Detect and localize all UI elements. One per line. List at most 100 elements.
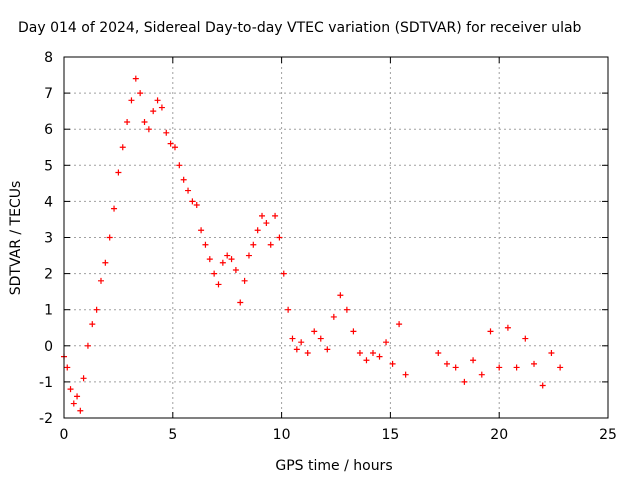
- x-tick-label: 10: [273, 427, 291, 443]
- chart-title: Day 014 of 2024, Sidereal Day-to-day VTE…: [18, 20, 582, 36]
- data-point: [293, 346, 300, 353]
- data-point: [74, 393, 81, 400]
- data-point: [237, 299, 244, 306]
- data-point: [289, 335, 296, 342]
- data-point: [154, 97, 161, 104]
- data-point: [206, 256, 213, 263]
- data-point: [304, 350, 311, 357]
- y-tick-label: 0: [44, 339, 53, 355]
- data-point: [141, 118, 148, 125]
- data-point: [106, 234, 113, 241]
- data-point: [185, 187, 192, 194]
- data-point: [389, 360, 396, 367]
- data-point: [224, 252, 231, 259]
- x-tick-label: 5: [168, 427, 177, 443]
- grid-lines: [64, 57, 608, 418]
- y-tick-label: 6: [44, 122, 53, 138]
- data-point: [272, 212, 279, 219]
- x-axis-label: GPS time / hours: [275, 458, 392, 474]
- data-point: [232, 266, 239, 273]
- plot-frame: [63, 56, 609, 419]
- data-point: [496, 364, 503, 371]
- data-point: [93, 306, 100, 313]
- data-point: [158, 104, 165, 111]
- y-tick-label: 4: [44, 194, 53, 210]
- y-tick-label: 1: [44, 303, 53, 319]
- data-point: [531, 360, 538, 367]
- data-point: [369, 350, 376, 357]
- data-point: [202, 241, 209, 248]
- data-point: [119, 144, 126, 151]
- data-point: [171, 144, 178, 151]
- data-point: [89, 321, 96, 328]
- y-tick-label: -1: [39, 375, 53, 391]
- y-tick-label: 7: [44, 86, 53, 102]
- data-point: [77, 407, 84, 414]
- data-point: [298, 339, 305, 346]
- y-tick-label: 3: [44, 231, 53, 247]
- data-point: [115, 169, 122, 176]
- data-point: [363, 357, 370, 364]
- data-point: [245, 252, 252, 259]
- data-point: [250, 241, 257, 248]
- x-tick-label: 25: [599, 427, 617, 443]
- data-point: [241, 277, 248, 284]
- data-point: [267, 241, 274, 248]
- y-tick-label: 8: [44, 50, 53, 66]
- data-point: [167, 140, 174, 147]
- data-point: [145, 126, 152, 133]
- x-tick-label: 15: [381, 427, 399, 443]
- data-point: [132, 75, 139, 82]
- data-point: [539, 382, 546, 389]
- data-point: [343, 306, 350, 313]
- data-point: [102, 259, 109, 266]
- data-point: [176, 162, 183, 169]
- data-point: [330, 313, 337, 320]
- y-tick-label: 5: [44, 158, 53, 174]
- data-point: [376, 353, 383, 360]
- data-point: [111, 205, 118, 212]
- data-point: [478, 371, 485, 378]
- data-point: [97, 277, 104, 284]
- data-point: [67, 386, 74, 393]
- data-point: [522, 335, 529, 342]
- y-axis-label: SDTVAR / TECUs: [8, 181, 24, 296]
- data-point: [124, 118, 131, 125]
- data-point: [443, 360, 450, 367]
- axis-ticks: 0 5 10 15 20 25 -2 -1 0 1 2 3 4 5 6 7 8: [39, 50, 617, 443]
- data-point: [80, 375, 87, 382]
- data-point: [276, 234, 283, 241]
- data-point: [263, 220, 270, 227]
- data-point: [311, 328, 318, 335]
- data-point: [557, 364, 564, 371]
- data-point: [189, 198, 196, 205]
- data-point: [254, 227, 261, 234]
- data-point: [84, 342, 91, 349]
- x-tick-label: 20: [490, 427, 508, 443]
- data-point: [193, 202, 200, 209]
- data-series-sdtvar: [61, 75, 564, 414]
- data-point: [504, 324, 511, 331]
- data-point: [435, 350, 442, 357]
- data-point: [324, 346, 331, 353]
- data-point: [280, 270, 287, 277]
- data-point: [513, 364, 520, 371]
- data-point: [259, 212, 266, 219]
- data-point: [219, 259, 226, 266]
- data-point: [285, 306, 292, 313]
- data-point: [452, 364, 459, 371]
- data-point: [337, 292, 344, 299]
- data-point: [487, 328, 494, 335]
- data-point: [402, 371, 409, 378]
- data-point: [180, 176, 187, 183]
- data-point: [350, 328, 357, 335]
- data-point: [150, 108, 157, 115]
- data-point: [548, 350, 555, 357]
- data-point: [163, 129, 170, 136]
- data-point: [396, 321, 403, 328]
- data-point: [470, 357, 477, 364]
- y-tick-label: -2: [39, 411, 53, 427]
- data-point: [70, 400, 77, 407]
- data-point: [228, 256, 235, 263]
- data-point: [383, 339, 390, 346]
